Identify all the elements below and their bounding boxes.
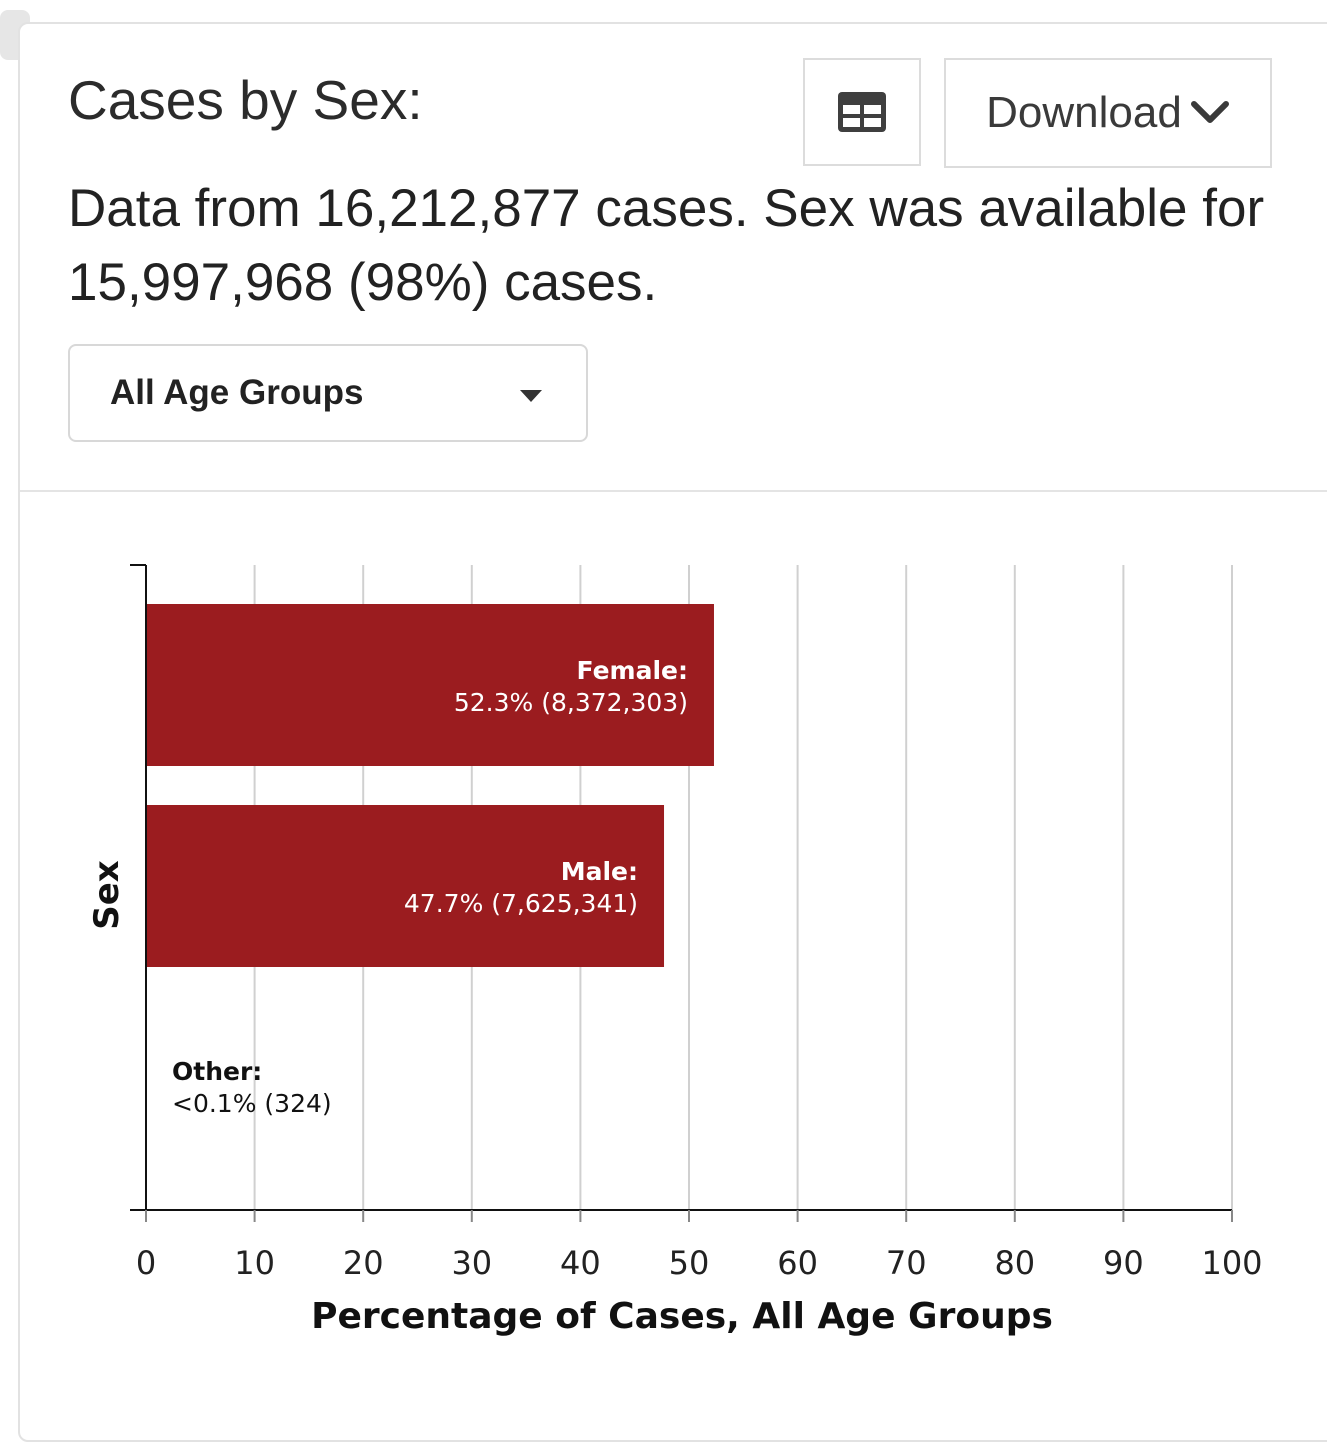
bar-label-name-male: Male:	[561, 857, 638, 886]
x-tick-label-80: 80	[994, 1244, 1035, 1282]
x-tick-label-60: 60	[777, 1244, 818, 1282]
x-tick-label-30: 30	[451, 1244, 492, 1282]
bar-label-value-female: 52.3% (8,372,303)	[454, 688, 688, 717]
x-tick-labels: 0 10 20 30 40 50 60 70 80 90 100	[136, 1210, 1263, 1282]
bar-female	[146, 604, 714, 766]
bar-label-value-other: <0.1% (324)	[172, 1089, 332, 1118]
x-tick-label-0: 0	[136, 1244, 156, 1282]
x-axis-title: Percentage of Cases, All Age Groups	[311, 1296, 1053, 1337]
x-tick-label-40: 40	[560, 1244, 601, 1282]
x-tick-label-100: 100	[1201, 1244, 1262, 1282]
x-tick-label-50: 50	[669, 1244, 710, 1282]
bar-male	[146, 805, 664, 967]
x-tick-label-10: 10	[234, 1244, 275, 1282]
x-tick-label-20: 20	[343, 1244, 384, 1282]
bar-label-name-female: Female:	[577, 656, 688, 685]
x-tick-label-70: 70	[886, 1244, 927, 1282]
y-axis-title: Sex	[87, 860, 127, 930]
bar-label-name-other: Other:	[172, 1057, 262, 1086]
bar-label-value-male: 47.7% (7,625,341)	[404, 889, 638, 918]
x-tick-label-90: 90	[1103, 1244, 1144, 1282]
